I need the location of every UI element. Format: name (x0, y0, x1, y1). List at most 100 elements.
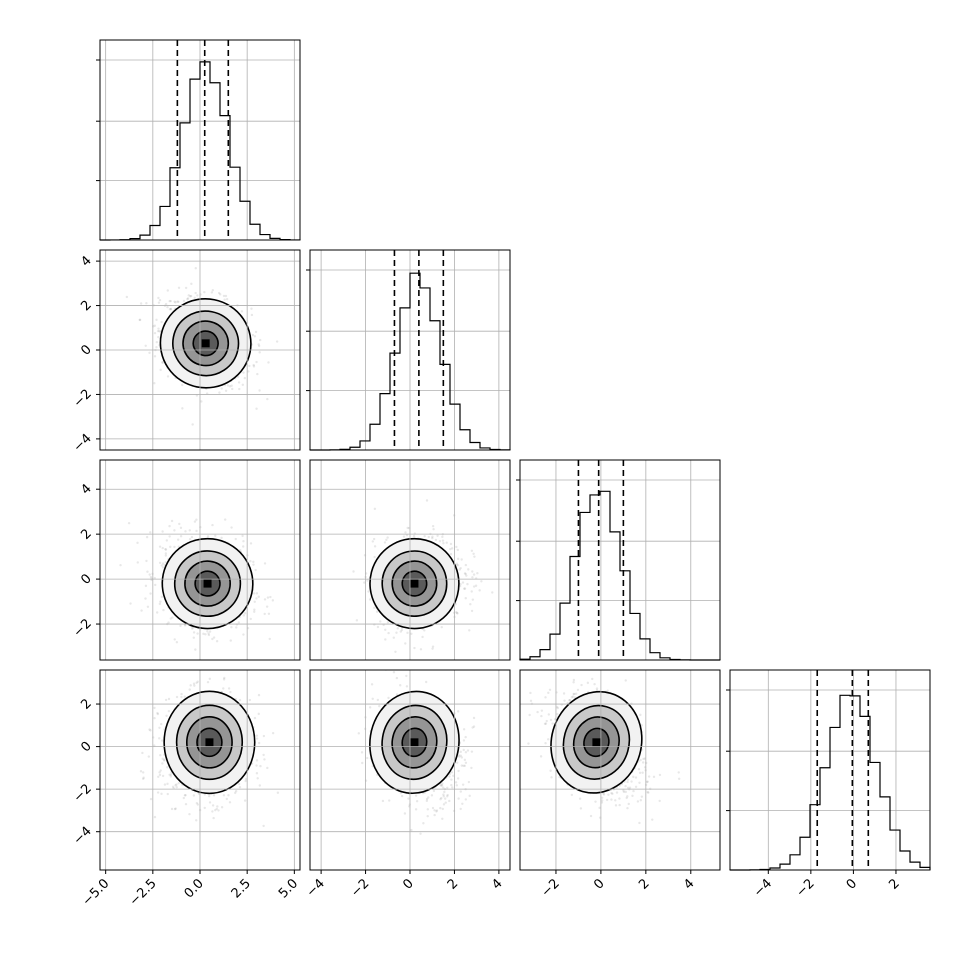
scatter-point (271, 731, 275, 735)
scatter-point (140, 609, 143, 612)
scatter-point (217, 809, 220, 812)
scatter-point (166, 375, 170, 378)
scatter-point (439, 797, 442, 801)
scatter-point (441, 539, 445, 542)
scatter-point (399, 684, 402, 687)
scatter-point (456, 710, 460, 713)
scatter-point (373, 606, 376, 610)
scatter-point (574, 692, 578, 695)
scatter-point (243, 799, 247, 802)
scatter-point (639, 713, 642, 717)
density-peak (203, 579, 212, 588)
scatter-point (165, 539, 169, 542)
scatter-point (161, 546, 164, 550)
panel-content (352, 499, 494, 653)
scatter-point (248, 364, 251, 368)
scatter-point (439, 806, 442, 810)
scatter-point (163, 783, 167, 786)
scatter-point (255, 772, 259, 775)
scatter-point (548, 688, 552, 691)
scatter-point (426, 808, 429, 811)
scatter-point (190, 282, 193, 286)
scatter-point (431, 524, 435, 528)
scatter-point (476, 572, 479, 575)
scatter-point (263, 598, 267, 601)
scatter-panel-3-2 (519, 669, 721, 871)
scatter-point (180, 695, 183, 699)
scatter-point (462, 764, 465, 768)
scatter-point (171, 616, 174, 619)
scatter-point (368, 598, 372, 601)
scatter-point (166, 766, 169, 769)
scatter-point (449, 547, 452, 551)
scatter-point (248, 698, 252, 702)
scatter-point (595, 687, 599, 690)
scatter-point (244, 779, 247, 783)
scatter-point (207, 633, 211, 637)
scatter-point (448, 799, 451, 803)
scatter-point (195, 529, 198, 533)
scatter-point (460, 764, 464, 767)
scatter-point (381, 799, 385, 803)
scatter-point (379, 620, 382, 623)
scatter-point (457, 769, 460, 773)
scatter-point (399, 630, 403, 633)
scatter-point (160, 595, 164, 599)
scatter-point (174, 301, 177, 304)
scatter-point (208, 801, 212, 804)
panel-frame (99, 459, 301, 661)
scatter-point (184, 793, 187, 797)
scatter-point (455, 545, 458, 549)
scatter-point (153, 744, 156, 747)
scatter-point (228, 385, 232, 388)
scatter-point (146, 605, 150, 608)
scatter-point (158, 329, 161, 333)
scatter-point (466, 749, 470, 752)
scatter-point (160, 722, 163, 726)
scatter-point (263, 562, 267, 565)
scatter-point (182, 796, 186, 800)
scatter-point (263, 758, 266, 761)
scatter-point (192, 636, 195, 639)
scatter-point (157, 301, 161, 304)
scatter-point (464, 735, 467, 739)
scatter-point (400, 628, 404, 632)
scatter-point (301, 771, 303, 773)
scatter-point (173, 300, 176, 303)
scatter-point (214, 534, 217, 537)
panel-content (139, 676, 303, 828)
scatter-point (440, 625, 443, 629)
scatter-point (242, 539, 245, 543)
scatter-panel-1-0 (99, 249, 301, 451)
scatter-point (169, 775, 172, 778)
scatter-point (188, 688, 191, 691)
scatter-point (431, 645, 435, 648)
scatter-point (387, 631, 390, 635)
scatter-point (192, 794, 196, 797)
scatter-point (540, 714, 543, 718)
scatter-point (373, 555, 376, 559)
scatter-point (220, 536, 223, 540)
scatter-point (257, 343, 260, 346)
scatter-point (390, 665, 392, 667)
scatter-point (638, 781, 641, 785)
scatter-point (266, 596, 270, 599)
scatter-panel-2-1 (309, 459, 511, 661)
scatter-point (169, 307, 173, 311)
scatter-point (242, 545, 245, 548)
scatter-point (168, 773, 171, 777)
panel-frame (99, 39, 301, 241)
scatter-point (573, 692, 576, 696)
scatter-point (174, 784, 177, 787)
scatter-point (175, 785, 178, 789)
scatter-point (385, 538, 388, 542)
scatter-point (158, 602, 162, 606)
scatter-point (164, 548, 168, 551)
scatter-point (472, 573, 476, 576)
scatter-point (255, 592, 259, 595)
scatter-point (368, 706, 372, 709)
scatter-point (211, 523, 214, 527)
scatter-point (464, 597, 467, 600)
scatter-point (459, 582, 462, 586)
